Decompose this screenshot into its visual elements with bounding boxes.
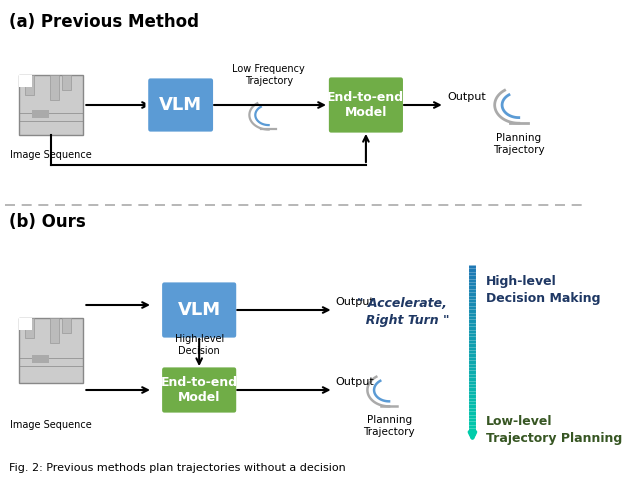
- Text: (b) Ours: (b) Ours: [9, 213, 86, 231]
- FancyBboxPatch shape: [161, 281, 237, 339]
- Text: (a) Previous Method: (a) Previous Method: [9, 13, 199, 31]
- FancyBboxPatch shape: [19, 318, 33, 330]
- Text: Planning
Trajectory: Planning Trajectory: [364, 415, 415, 436]
- Text: Image Sequence: Image Sequence: [10, 420, 92, 430]
- Text: VLM: VLM: [159, 96, 202, 114]
- FancyBboxPatch shape: [25, 318, 35, 338]
- Text: End-to-end
Model: End-to-end Model: [327, 91, 404, 119]
- Text: Low-level
Trajectory Planning: Low-level Trajectory Planning: [486, 415, 623, 445]
- FancyBboxPatch shape: [33, 110, 49, 118]
- FancyBboxPatch shape: [147, 77, 214, 133]
- FancyBboxPatch shape: [25, 75, 35, 95]
- Text: VLM: VLM: [178, 301, 221, 319]
- FancyBboxPatch shape: [19, 75, 33, 87]
- FancyBboxPatch shape: [19, 75, 83, 135]
- Text: Output: Output: [447, 92, 486, 102]
- Text: High-level
Decision Making: High-level Decision Making: [486, 275, 601, 305]
- Text: Planning
Trajectory: Planning Trajectory: [493, 133, 545, 155]
- Text: Fig. 2: Previous methods plan trajectories without a decision: Fig. 2: Previous methods plan trajectori…: [9, 463, 346, 473]
- FancyBboxPatch shape: [62, 75, 71, 90]
- Text: High-level
Decision: High-level Decision: [175, 334, 224, 356]
- Text: Low Frequency
Trajectory: Low Frequency Trajectory: [232, 64, 305, 86]
- FancyBboxPatch shape: [19, 318, 83, 383]
- Text: End-to-end
Model: End-to-end Model: [161, 376, 237, 404]
- FancyBboxPatch shape: [33, 355, 49, 363]
- FancyBboxPatch shape: [328, 76, 404, 134]
- Text: Output: Output: [335, 297, 374, 307]
- FancyBboxPatch shape: [50, 75, 60, 100]
- FancyBboxPatch shape: [50, 318, 60, 342]
- Text: Image Sequence: Image Sequence: [10, 150, 92, 160]
- Text: " Accelerate,
  Right Turn ": " Accelerate, Right Turn ": [356, 297, 449, 327]
- FancyBboxPatch shape: [62, 318, 71, 332]
- Text: Output: Output: [335, 377, 374, 387]
- FancyBboxPatch shape: [161, 366, 237, 414]
